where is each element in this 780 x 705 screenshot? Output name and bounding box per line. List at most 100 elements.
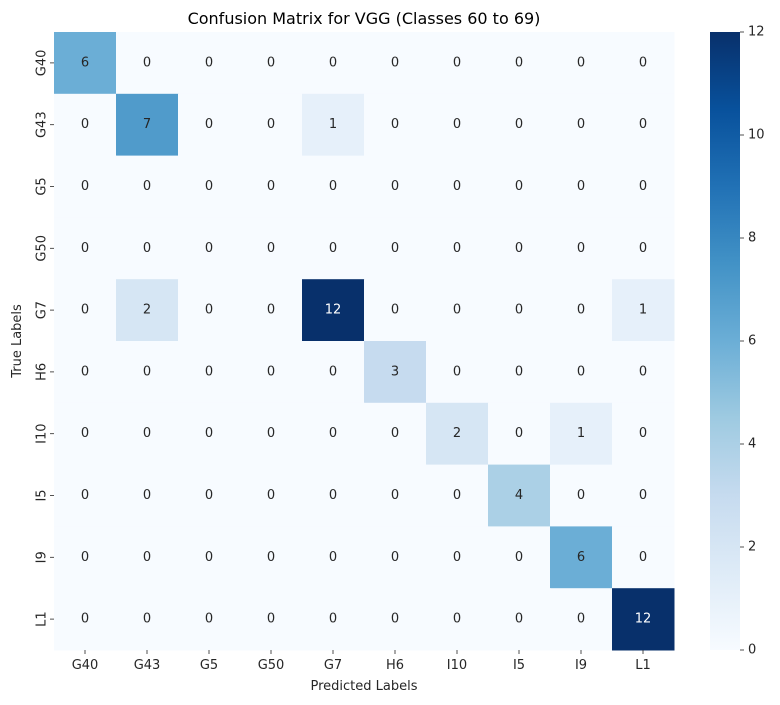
heatmap-cell-label: 0 <box>267 364 275 379</box>
heatmap-cell <box>178 464 241 527</box>
heatmap-cell <box>550 526 613 589</box>
heatmap-cell-label: 0 <box>329 488 337 503</box>
heatmap-cell-label: 0 <box>329 55 337 70</box>
heatmap-cell-label: 0 <box>453 550 461 565</box>
heatmap-cell-label: 0 <box>391 117 399 132</box>
heatmap-cell <box>116 402 179 466</box>
heatmap-cell-label: 0 <box>453 241 461 256</box>
heatmap-cell <box>612 588 675 651</box>
heatmap-cell <box>426 341 489 404</box>
heatmap-cell <box>178 32 241 95</box>
y-axis-ticks: G40 G43 G5 G50 G7 H6 I10 I5 I9 L1 <box>35 50 54 627</box>
heatmap-cell <box>364 93 427 157</box>
heatmap-cell <box>612 464 675 527</box>
heatmap-cell-label: 0 <box>577 612 585 627</box>
heatmap-cell-label: 1 <box>329 117 337 132</box>
x-tick-label: G40 <box>72 658 99 673</box>
x-tick-label: G7 <box>324 658 342 673</box>
heatmap-cell <box>240 155 303 218</box>
heatmap-cell-label: 0 <box>81 179 89 194</box>
heatmap-cell-label: 0 <box>577 364 585 379</box>
heatmap-cell <box>54 155 117 218</box>
heatmap-cell-label: 1 <box>577 426 585 441</box>
heatmap-cell <box>54 217 117 280</box>
heatmap-cell <box>240 341 303 404</box>
colorbar <box>710 32 740 650</box>
heatmap-cell <box>116 93 179 157</box>
heatmap-cell-label: 0 <box>267 241 275 256</box>
heatmap-cell <box>240 402 303 466</box>
y-tick-label: G7 <box>35 301 50 319</box>
heatmap-cell <box>550 155 613 218</box>
heatmap-cell-label: 0 <box>577 179 585 194</box>
heatmap-cell-label: 0 <box>453 303 461 318</box>
heatmap-cell-label: 0 <box>453 117 461 132</box>
heatmap-cell <box>612 526 675 589</box>
heatmap-cell-label: 0 <box>639 117 647 132</box>
heatmap-cell-label: 0 <box>391 55 399 70</box>
heatmap-cell <box>364 588 427 651</box>
heatmap-cell <box>302 526 365 589</box>
heatmap-cell <box>550 32 613 95</box>
y-tick-label: I9 <box>35 551 50 563</box>
colorbar-tick-label: 8 <box>748 231 756 246</box>
heatmap-cell-label: 0 <box>81 488 89 503</box>
heatmap-cell-label: 0 <box>639 179 647 194</box>
heatmap-cell-label: 0 <box>639 488 647 503</box>
heatmap-cell <box>240 32 303 95</box>
heatmap-cell <box>426 526 489 589</box>
colorbar-tick-label: 4 <box>748 437 756 452</box>
heatmap-cell <box>426 279 489 342</box>
x-axis-label: Predicted Labels <box>310 679 417 694</box>
heatmap-cell-label: 0 <box>515 117 523 132</box>
heatmap-cell-label: 0 <box>391 426 399 441</box>
heatmap-cell-label: 0 <box>267 426 275 441</box>
heatmap-cell-label: 0 <box>391 612 399 627</box>
heatmap-cell-label: 0 <box>143 55 151 70</box>
heatmap-cell-label: 0 <box>515 241 523 256</box>
colorbar-tick-label: 10 <box>748 128 765 143</box>
x-tick-label: G43 <box>134 658 161 673</box>
heatmap-cell <box>116 341 179 404</box>
heatmap-cell-label: 0 <box>81 550 89 565</box>
heatmap-cell-label: 0 <box>267 550 275 565</box>
heatmap-cell <box>488 32 551 95</box>
heatmap-cell-label: 0 <box>391 179 399 194</box>
heatmap-cell-label: 0 <box>515 55 523 70</box>
heatmap-cell <box>178 155 241 218</box>
y-tick-label: I5 <box>35 489 50 501</box>
heatmap-cell-label: 0 <box>267 179 275 194</box>
heatmap-cell <box>54 402 117 466</box>
heatmap-cell <box>54 341 117 404</box>
y-axis-label: True Labels <box>10 304 25 379</box>
heatmap-cell <box>240 464 303 527</box>
heatmap-cell-label: 0 <box>577 303 585 318</box>
heatmap-cell-label: 0 <box>639 426 647 441</box>
heatmap-cell <box>302 588 365 651</box>
heatmap-cell-label: 6 <box>577 550 585 565</box>
heatmap-cell <box>240 588 303 651</box>
heatmap-cell <box>116 279 179 342</box>
heatmap-cell <box>54 279 117 342</box>
heatmap-cell-label: 0 <box>81 612 89 627</box>
x-tick-label: H6 <box>386 658 404 673</box>
heatmap-cell-label: 0 <box>453 488 461 503</box>
heatmap-cell-label: 0 <box>81 426 89 441</box>
heatmap-cell <box>488 402 551 466</box>
heatmap-cell <box>116 526 179 589</box>
heatmap-cell-label: 0 <box>205 303 213 318</box>
heatmap-cell-label: 0 <box>205 488 213 503</box>
heatmap-cell-label: 0 <box>329 179 337 194</box>
heatmap-cell-label: 0 <box>329 612 337 627</box>
y-tick-label: L1 <box>35 611 50 627</box>
heatmap-cell <box>178 526 241 589</box>
heatmap-cell <box>550 588 613 651</box>
heatmap-cell-label: 0 <box>205 550 213 565</box>
heatmap-cell-label: 0 <box>329 426 337 441</box>
heatmap-cell <box>302 279 365 342</box>
heatmap-cell <box>302 341 365 404</box>
heatmap-cell-label: 0 <box>515 550 523 565</box>
heatmap-cell-label: 0 <box>205 55 213 70</box>
x-tick-label: G5 <box>200 658 218 673</box>
